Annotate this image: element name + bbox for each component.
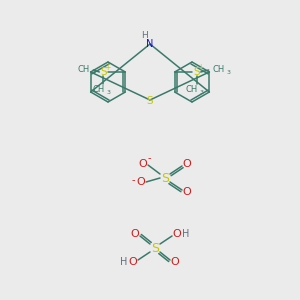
Text: O: O (183, 187, 191, 197)
Text: S: S (100, 67, 106, 77)
Text: CH: CH (77, 65, 89, 74)
Text: H: H (142, 32, 148, 40)
Text: O: O (130, 229, 140, 239)
Text: S: S (161, 172, 169, 184)
Text: O: O (136, 177, 146, 187)
Text: S: S (151, 242, 159, 254)
Text: +: + (197, 62, 204, 71)
Text: 3: 3 (106, 91, 110, 95)
Text: CH: CH (92, 85, 104, 94)
Text: O: O (139, 159, 147, 169)
Text: +: + (104, 62, 110, 71)
Text: 3: 3 (91, 70, 95, 76)
Text: O: O (183, 159, 191, 169)
Text: CH: CH (213, 65, 225, 74)
Text: H: H (120, 257, 128, 267)
Text: O: O (171, 257, 179, 267)
Text: H: H (182, 229, 190, 239)
Text: S: S (147, 96, 153, 106)
Text: 3: 3 (227, 70, 231, 76)
Text: S: S (194, 67, 200, 77)
Text: -: - (147, 153, 151, 163)
Text: O: O (129, 257, 137, 267)
Text: 3: 3 (200, 91, 204, 95)
Text: CH: CH (186, 85, 198, 94)
Text: O: O (172, 229, 182, 239)
Text: N: N (146, 39, 154, 49)
Text: -: - (131, 175, 135, 185)
